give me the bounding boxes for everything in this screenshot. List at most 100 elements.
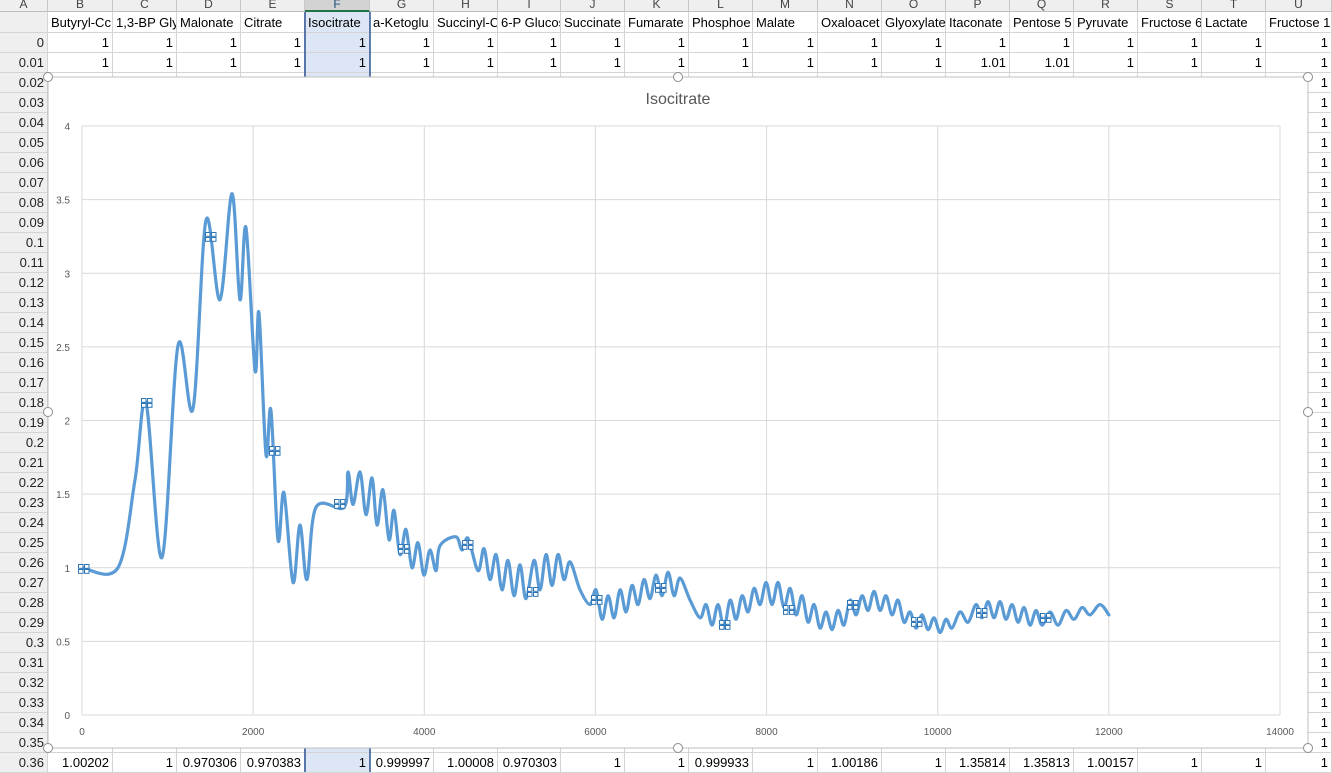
header-cell[interactable]: Fructose 6: [1138, 12, 1202, 33]
column-header[interactable]: O: [882, 0, 946, 12]
column-header[interactable]: G: [370, 0, 434, 12]
header-cell[interactable]: 6-P Glucos: [498, 12, 561, 33]
header-cell[interactable]: a-Ketoglu: [370, 12, 434, 33]
cell[interactable]: 1: [1010, 33, 1074, 53]
row-label[interactable]: 0.28: [0, 593, 48, 613]
cell[interactable]: 1: [1202, 53, 1266, 73]
cell[interactable]: 1: [561, 33, 625, 53]
column-header[interactable]: F: [305, 0, 370, 12]
column-header[interactable]: B: [48, 0, 113, 12]
chart-area[interactable]: [47, 76, 1309, 749]
cell[interactable]: 1: [818, 33, 882, 53]
header-cell[interactable]: Malate: [753, 12, 818, 33]
column-header[interactable]: J: [561, 0, 625, 12]
cell[interactable]: 1: [625, 53, 689, 73]
row-label[interactable]: 0.26: [0, 553, 48, 573]
column-header[interactable]: H: [434, 0, 498, 12]
cell[interactable]: 1: [625, 33, 689, 53]
cell[interactable]: 1: [689, 33, 753, 53]
column-header[interactable]: Q: [1010, 0, 1074, 12]
column-header[interactable]: N: [818, 0, 882, 12]
row-label[interactable]: 0.09: [0, 213, 48, 233]
cell[interactable]: 1: [113, 53, 177, 73]
row-label[interactable]: 0.34: [0, 713, 48, 733]
cell[interactable]: 1: [498, 53, 561, 73]
row-label[interactable]: 0.3: [0, 633, 48, 653]
row-label[interactable]: 0.27: [0, 573, 48, 593]
cell[interactable]: 1.01: [946, 53, 1010, 73]
column-header[interactable]: D: [177, 0, 241, 12]
header-cell[interactable]: Lactate: [1202, 12, 1266, 33]
row-header[interactable]: [0, 12, 48, 33]
row-label[interactable]: 0.04: [0, 113, 48, 133]
column-header[interactable]: I: [498, 0, 561, 12]
cell[interactable]: 1: [1138, 53, 1202, 73]
row-label[interactable]: 0.22: [0, 473, 48, 493]
column-header[interactable]: R: [1074, 0, 1138, 12]
column-header[interactable]: K: [625, 0, 689, 12]
cell[interactable]: 1: [753, 33, 818, 53]
cell[interactable]: 1: [498, 33, 561, 53]
cell[interactable]: 1: [48, 53, 113, 73]
row-label[interactable]: 0.08: [0, 193, 48, 213]
cell[interactable]: 1: [1074, 53, 1138, 73]
cell[interactable]: 1: [177, 33, 241, 53]
header-cell[interactable]: Itaconate: [946, 12, 1010, 33]
row-label[interactable]: 0.13: [0, 293, 48, 313]
cell[interactable]: 1.01: [1010, 53, 1074, 73]
header-cell[interactable]: Pentose 5: [1010, 12, 1074, 33]
column-header[interactable]: P: [946, 0, 1010, 12]
cell[interactable]: 1: [882, 33, 946, 53]
header-cell[interactable]: Glyoxylate: [882, 12, 946, 33]
cell[interactable]: 1: [434, 33, 498, 53]
header-cell[interactable]: Succinate: [561, 12, 625, 33]
row-label[interactable]: 0.15: [0, 333, 48, 353]
column-header[interactable]: E: [241, 0, 305, 12]
row-label[interactable]: 0.35: [0, 733, 48, 753]
row-label[interactable]: 0.12: [0, 273, 48, 293]
cell[interactable]: 1: [177, 53, 241, 73]
header-cell[interactable]: Butyryl-Cc: [48, 12, 113, 33]
row-label[interactable]: 0.05: [0, 133, 48, 153]
cell[interactable]: 1: [113, 33, 177, 53]
header-cell[interactable]: Malonate: [177, 12, 241, 33]
row-label[interactable]: 0.32: [0, 673, 48, 693]
cell[interactable]: 1: [48, 33, 113, 53]
header-cell[interactable]: Oxaloacet: [818, 12, 882, 33]
column-header[interactable]: A: [0, 0, 48, 12]
row-label[interactable]: 0.29: [0, 613, 48, 633]
header-cell[interactable]: Phosphoe: [689, 12, 753, 33]
row-label[interactable]: 0.16: [0, 353, 48, 373]
row-label[interactable]: 0.14: [0, 313, 48, 333]
cell[interactable]: 1: [689, 53, 753, 73]
header-cell[interactable]: Fumarate: [625, 12, 689, 33]
chart-resize-handles[interactable]: [43, 72, 1313, 753]
column-header[interactable]: S: [1138, 0, 1202, 12]
row-label[interactable]: 0.01: [0, 53, 48, 73]
row-label[interactable]: 0.07: [0, 173, 48, 193]
cell[interactable]: 1: [1074, 33, 1138, 53]
column-header[interactable]: L: [689, 0, 753, 12]
row-label[interactable]: 0.11: [0, 253, 48, 273]
cell[interactable]: 1: [946, 33, 1010, 53]
column-header[interactable]: M: [753, 0, 818, 12]
header-cell[interactable]: Succinyl-C: [434, 12, 498, 33]
cell[interactable]: 1: [561, 53, 625, 73]
row-label[interactable]: 0.02: [0, 73, 48, 93]
cell[interactable]: 1: [753, 53, 818, 73]
row-label[interactable]: 0.33: [0, 693, 48, 713]
cell[interactable]: 1: [1202, 33, 1266, 53]
row-label[interactable]: 0.36: [0, 753, 48, 773]
cell[interactable]: 1: [1138, 33, 1202, 53]
cell[interactable]: 1: [818, 53, 882, 73]
cell[interactable]: 1: [370, 33, 434, 53]
header-cell[interactable]: Isocitrate: [305, 12, 370, 33]
column-header[interactable]: T: [1202, 0, 1266, 12]
cell[interactable]: 1: [434, 53, 498, 73]
row-label[interactable]: 0: [0, 33, 48, 53]
header-cell[interactable]: Pyruvate: [1074, 12, 1138, 33]
row-label[interactable]: 0.06: [0, 153, 48, 173]
cell[interactable]: 1: [370, 53, 434, 73]
row-label[interactable]: 0.21: [0, 453, 48, 473]
cell[interactable]: 1: [882, 53, 946, 73]
